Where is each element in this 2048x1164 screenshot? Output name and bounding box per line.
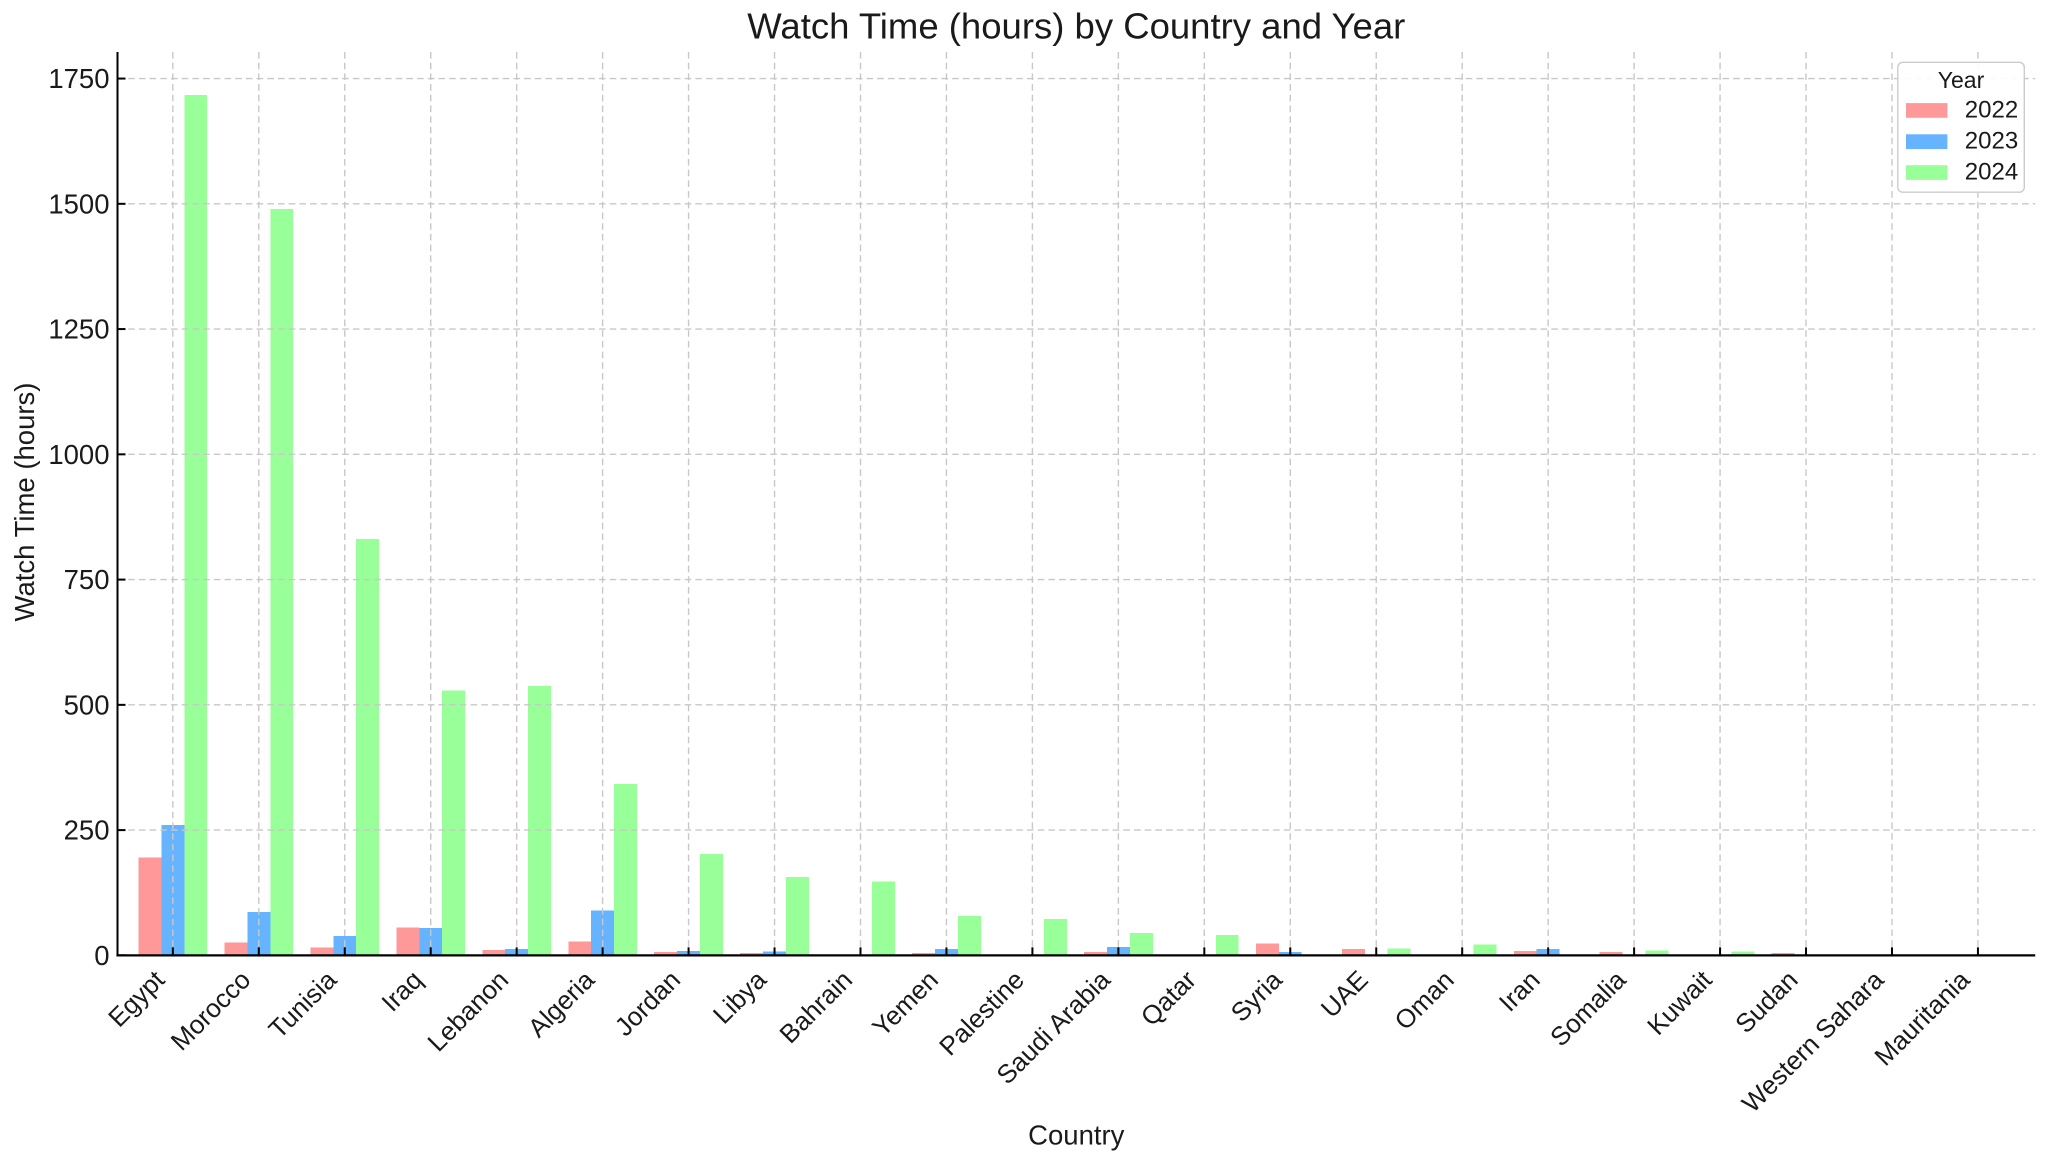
svg-text:1750: 1750 xyxy=(48,63,109,94)
svg-text:0: 0 xyxy=(94,940,109,971)
svg-text:Country: Country xyxy=(1028,1120,1125,1151)
svg-text:Year: Year xyxy=(1938,67,1985,93)
svg-text:750: 750 xyxy=(64,564,110,595)
svg-text:2024: 2024 xyxy=(1965,159,2018,186)
svg-text:500: 500 xyxy=(64,689,110,720)
svg-text:2022: 2022 xyxy=(1965,97,2018,124)
svg-text:1000: 1000 xyxy=(48,439,109,470)
svg-text:2023: 2023 xyxy=(1965,128,2018,155)
svg-text:250: 250 xyxy=(64,815,110,846)
svg-text:Watch Time (hours) by Country: Watch Time (hours) by Country and Year xyxy=(747,6,1405,47)
svg-text:1250: 1250 xyxy=(48,314,109,345)
svg-text:1500: 1500 xyxy=(48,188,109,219)
svg-text:Watch Time (hours): Watch Time (hours) xyxy=(9,383,40,622)
